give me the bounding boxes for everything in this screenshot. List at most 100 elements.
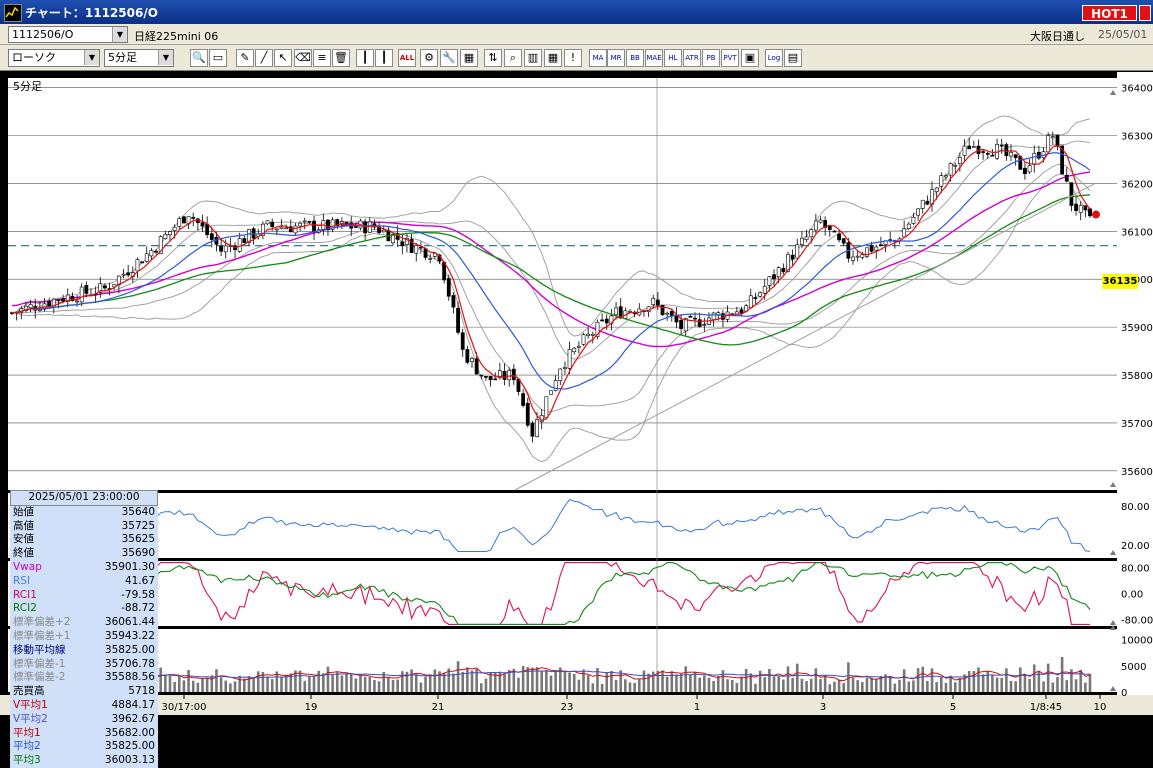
- search-icon: ⌕: [509, 51, 517, 64]
- time-tick-label: 19: [305, 702, 318, 713]
- log-button[interactable]: Log: [765, 49, 783, 67]
- price-axis: [1117, 72, 1153, 695]
- candle-body: [237, 238, 242, 252]
- chart-button[interactable]: ▥: [524, 49, 542, 67]
- all-label: ALL: [399, 54, 415, 62]
- chevron-down-icon[interactable]: ▼: [84, 50, 99, 65]
- info-value: -79.58: [121, 588, 155, 601]
- volume-bar: [261, 671, 265, 692]
- eraser-button[interactable]: ⌫: [294, 49, 312, 67]
- candle-body: [209, 233, 214, 240]
- box-button[interactable]: ▣: [741, 49, 759, 67]
- volume-bar: [326, 666, 330, 692]
- volume-bar: [289, 673, 293, 692]
- mr-label: MR: [610, 54, 622, 62]
- volume-bar: [545, 670, 548, 692]
- notes-button[interactable]: ≡: [313, 49, 331, 67]
- volume-bar: [554, 670, 557, 692]
- hl-button[interactable]: HL: [664, 49, 682, 67]
- pencil-button[interactable]: ✎: [236, 49, 254, 67]
- chart-area[interactable]: 3640036300362003610036000359003580035700…: [0, 72, 1153, 768]
- info-row: 売買高 5718: [10, 685, 158, 699]
- interval-select[interactable]: 5分足 ▼: [104, 49, 174, 67]
- trash-button[interactable]: 🗑: [332, 49, 350, 67]
- line-tool-button[interactable]: ╱: [255, 49, 273, 67]
- all-button[interactable]: ALL: [398, 49, 416, 67]
- pb-label: PB: [706, 54, 716, 62]
- eraser-icon: ⌫: [295, 51, 311, 64]
- chevron-down-icon[interactable]: ▼: [158, 50, 173, 65]
- volume-bar: [577, 679, 581, 692]
- chevron-down-icon[interactable]: ▼: [112, 27, 127, 42]
- grid-button[interactable]: ▦: [544, 49, 562, 67]
- candle-body: [270, 221, 275, 228]
- pvt-button[interactable]: PVT: [721, 49, 739, 67]
- info-value: 4884.17: [111, 698, 155, 711]
- window-button[interactable]: ▭: [209, 49, 227, 67]
- volume-bar: [410, 669, 413, 692]
- volume-bar: [586, 675, 590, 692]
- atr-button[interactable]: ATR: [683, 49, 701, 67]
- volume-bar: [628, 682, 632, 692]
- volume-bar: [898, 679, 901, 692]
- chart-canvas[interactable]: 3640036300362003610036000359003580035700…: [0, 72, 1153, 715]
- candle-body: [772, 274, 776, 280]
- chart-type-select[interactable]: ローソク ▼: [8, 49, 100, 67]
- mr-button[interactable]: MR: [607, 49, 625, 67]
- bb-button[interactable]: BB: [626, 49, 644, 67]
- ma-button[interactable]: MA: [589, 49, 607, 67]
- candle-body: [65, 294, 70, 302]
- alert-button[interactable]: !: [564, 49, 582, 67]
- hot-dropdown-button[interactable]: [1139, 5, 1151, 21]
- order-icon: ⇅: [488, 51, 498, 64]
- symbol-select[interactable]: 1112506/O ▼: [8, 26, 128, 43]
- candle-body: [261, 223, 265, 236]
- volume-bar: [624, 679, 627, 692]
- candle-body: [98, 283, 103, 293]
- candle-body: [418, 246, 423, 249]
- volume-bar: [331, 674, 334, 692]
- hot-button[interactable]: HOT1: [1082, 5, 1137, 21]
- volume-bar: [888, 676, 892, 692]
- cursor-button[interactable]: ↖: [274, 49, 292, 67]
- candle2-button[interactable]: ┃: [375, 49, 393, 67]
- volume-bar: [614, 679, 618, 692]
- candle-body: [818, 219, 823, 223]
- volume-bar: [438, 671, 441, 692]
- pb-button[interactable]: PB: [702, 49, 720, 67]
- mae-button[interactable]: MAE: [645, 49, 663, 67]
- volume-bar: [396, 679, 399, 692]
- search-button[interactable]: ⌕: [504, 49, 522, 67]
- candle-body: [953, 164, 958, 167]
- volume-bar: [275, 671, 279, 692]
- info-label: 高値: [13, 519, 34, 532]
- volume-bar: [173, 681, 176, 692]
- candle-body: [567, 349, 572, 369]
- candle-body: [1064, 174, 1069, 182]
- candle-body: [614, 307, 618, 315]
- price-tick-label: 36300: [1121, 131, 1153, 142]
- candle-body: [1032, 153, 1037, 165]
- panel-button[interactable]: ▤: [784, 49, 802, 67]
- volume-bar: [433, 669, 437, 692]
- volume-bar: [716, 675, 720, 692]
- zoom-button[interactable]: 🔍: [190, 49, 208, 67]
- candle-body: [1036, 151, 1041, 159]
- volume-bar: [763, 677, 767, 692]
- candle-body: [739, 309, 744, 314]
- volume-bar: [949, 675, 952, 692]
- candle-button[interactable]: ┃: [356, 49, 374, 67]
- settings-button[interactable]: ⚙: [420, 49, 438, 67]
- info-row: V平均1 4884.17: [10, 698, 158, 713]
- price-tick-label: 36400: [1121, 84, 1153, 95]
- info-row: 始値 35640: [10, 505, 158, 520]
- volume-bar: [679, 673, 683, 692]
- volume-bar: [1023, 673, 1027, 692]
- candle-body: [414, 245, 419, 254]
- volume-bar: [252, 677, 255, 692]
- wrench-button[interactable]: 🔧: [440, 49, 458, 67]
- order-button[interactable]: ⇅: [484, 49, 502, 67]
- color-button[interactable]: ▦: [460, 49, 478, 67]
- volume-bar: [563, 672, 567, 692]
- volume-bar: [861, 681, 864, 692]
